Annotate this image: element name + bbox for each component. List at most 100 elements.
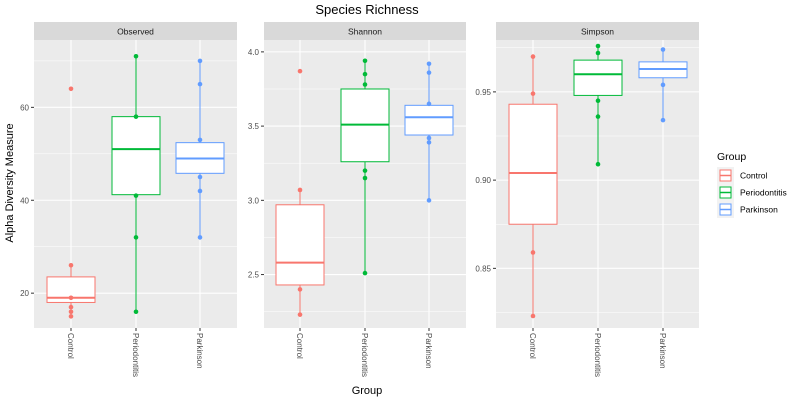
legend-label: Periodontitis xyxy=(740,188,787,198)
data-point xyxy=(68,262,74,268)
data-point xyxy=(68,86,74,92)
x-tick-label: Periodontitis xyxy=(131,333,140,377)
data-point xyxy=(68,295,74,301)
y-tick-label: 40 xyxy=(20,196,29,205)
data-point xyxy=(197,81,203,87)
boxplot-periodontitis xyxy=(573,43,623,167)
data-point xyxy=(426,101,432,107)
x-tick-label: Parkinson xyxy=(195,333,204,369)
boxplot-periodontitis xyxy=(111,53,161,315)
data-point xyxy=(362,71,368,77)
data-point xyxy=(530,54,536,59)
legend-title: Group xyxy=(717,151,746,163)
data-point xyxy=(133,114,139,119)
x-tick-label: Control xyxy=(295,333,304,359)
box xyxy=(275,204,325,286)
data-point xyxy=(660,82,666,88)
boxplot-parkinson xyxy=(175,58,225,240)
data-point xyxy=(197,58,203,64)
data-point xyxy=(133,193,139,198)
data-point xyxy=(197,188,203,194)
legend-item-control: Control xyxy=(717,167,768,184)
facet-strip-label: Shannon xyxy=(348,27,382,37)
data-point xyxy=(660,117,666,123)
y-tick-label: 0.95 xyxy=(475,88,491,97)
x-tick-label: Parkinson xyxy=(658,333,667,369)
facet-strip-label: Observed xyxy=(117,27,154,37)
data-point xyxy=(297,187,303,193)
box xyxy=(573,59,623,96)
data-point xyxy=(68,309,74,315)
x-tick-label: Periodontitis xyxy=(593,333,602,377)
legend: Group Control Periodontitis Parkinson xyxy=(717,151,787,218)
data-point xyxy=(530,91,536,96)
x-tick-label: Parkinson xyxy=(424,333,433,369)
data-point xyxy=(297,68,303,74)
y-tick-label: 0.85 xyxy=(475,264,491,273)
data-point xyxy=(297,312,303,317)
y-tick-label: 2.5 xyxy=(248,271,260,280)
legend-label: Control xyxy=(740,171,768,181)
facet-strip-label: Simpson xyxy=(581,27,614,37)
data-point xyxy=(362,82,368,87)
y-axis-title: Alpha Diversity Measure xyxy=(4,123,16,242)
box xyxy=(111,116,161,196)
facet-shannon: Shannon 2.5 3.0 3.5 4.0 Control Periodontitis P… xyxy=(248,22,466,377)
data-point xyxy=(197,137,203,143)
data-point xyxy=(133,235,139,240)
data-point xyxy=(362,270,368,276)
data-point xyxy=(426,198,432,203)
data-point xyxy=(426,70,432,75)
facet-observed: Observed 20 40 60 Control Periodontitis Parkin… xyxy=(20,22,237,377)
data-point xyxy=(595,114,601,119)
boxplot-control xyxy=(275,68,325,317)
y-tick-label: 3.0 xyxy=(248,196,260,205)
data-point xyxy=(595,50,601,56)
data-point xyxy=(68,314,74,319)
legend-item-periodontitis: Periodontitis xyxy=(717,184,787,201)
data-point xyxy=(426,140,432,145)
y-tick-label: 20 xyxy=(20,289,29,298)
data-point xyxy=(660,47,666,52)
legend-item-parkinson: Parkinson xyxy=(717,201,778,218)
x-axis-title: Group xyxy=(352,385,383,397)
data-point xyxy=(133,309,139,315)
data-point xyxy=(197,235,203,240)
boxplot-control xyxy=(508,54,558,319)
legend-label: Parkinson xyxy=(740,205,778,215)
facet-simpson: Simpson 0.85 0.90 0.95 Control Periodontitis P… xyxy=(475,22,699,377)
data-point xyxy=(297,287,303,292)
data-point xyxy=(362,168,368,173)
facet-strip xyxy=(264,22,466,40)
y-tick-label: 0.90 xyxy=(475,176,491,185)
x-tick-label: Periodontitis xyxy=(360,333,369,377)
data-point xyxy=(426,61,432,67)
y-tick-label: 3.5 xyxy=(248,122,260,131)
y-tick-label: 60 xyxy=(20,103,29,112)
data-point xyxy=(595,43,601,49)
box xyxy=(508,103,558,225)
facet-strip xyxy=(34,22,237,40)
data-point xyxy=(426,135,432,141)
data-point xyxy=(530,313,536,319)
box xyxy=(404,104,454,136)
data-point xyxy=(133,53,139,59)
boxplot-control xyxy=(46,86,96,319)
y-tick-label: 4.0 xyxy=(248,48,260,57)
data-point xyxy=(197,174,203,180)
boxplot-parkinson xyxy=(404,61,454,203)
facet-panels: Observed 20 40 60 Control Periodontitis Parkin… xyxy=(20,22,699,377)
x-tick-label: Control xyxy=(66,333,75,359)
chart-title: Species Richness xyxy=(315,2,419,17)
data-point xyxy=(595,161,601,167)
data-point xyxy=(362,175,368,181)
boxplot-periodontitis xyxy=(340,58,390,276)
data-point xyxy=(68,304,74,310)
data-point xyxy=(530,250,536,255)
data-point xyxy=(362,58,368,64)
facet-strip xyxy=(496,22,699,40)
data-point xyxy=(595,98,601,104)
x-tick-label: Control xyxy=(528,333,537,359)
boxplot-parkinson xyxy=(638,47,688,123)
